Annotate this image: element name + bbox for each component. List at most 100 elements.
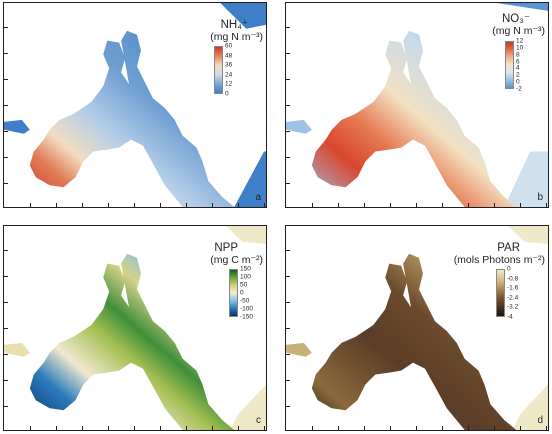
npp-map bbox=[4, 226, 266, 430]
colorbar-tick-label: 4 bbox=[516, 64, 520, 72]
frame-tick bbox=[286, 406, 290, 407]
npp-estuary-shape bbox=[29, 253, 235, 430]
frame-tick bbox=[4, 27, 8, 28]
frame-tick bbox=[4, 406, 8, 407]
frame-tick bbox=[56, 203, 57, 207]
frame-tick bbox=[520, 426, 521, 430]
frame-tick bbox=[82, 426, 83, 430]
panel-title: NH₄⁺ bbox=[220, 19, 248, 31]
panel-letter: b bbox=[537, 192, 543, 203]
frame-tick bbox=[4, 79, 8, 80]
frame-tick bbox=[186, 426, 187, 430]
frame-tick bbox=[4, 276, 8, 277]
frame-tick bbox=[160, 203, 161, 207]
map-panel-b: NO₃⁻ (mg N m⁻³) 12 10 8 6 4 2 0 -2 b bbox=[285, 2, 549, 208]
frame-tick bbox=[442, 203, 443, 207]
colorbar-tick-label: 0 bbox=[516, 78, 520, 86]
frame-tick bbox=[286, 183, 290, 184]
colorbar-ticks: 0 -0.8 -1.6 -2.4 -3.2 -4 bbox=[507, 266, 529, 321]
nh4-corner-water bbox=[220, 3, 266, 29]
colorbar-tick-label: 2 bbox=[516, 71, 520, 79]
frame-tick bbox=[286, 354, 290, 355]
frame-tick bbox=[286, 27, 290, 28]
frame-tick bbox=[4, 302, 8, 303]
no3-corner-water-2 bbox=[504, 151, 548, 207]
colorbar-tick-label: 48 bbox=[225, 52, 233, 60]
frame-tick bbox=[468, 203, 469, 207]
frame-tick bbox=[82, 203, 83, 207]
colorbar-tick-label: 100 bbox=[240, 273, 251, 281]
colorbar-tick-label: -0.8 bbox=[507, 275, 519, 283]
frame-tick bbox=[286, 380, 290, 381]
colorbar-tick-label: -150 bbox=[240, 313, 254, 321]
par-land bbox=[508, 226, 548, 244]
colorbar-tick-label: -1.6 bbox=[507, 284, 519, 292]
colorbar-tick-label: -50 bbox=[240, 297, 250, 305]
panel-letter: a bbox=[255, 192, 261, 203]
frame-tick bbox=[286, 302, 290, 303]
map-panel-a: NH₄⁺ (mg N m⁻³) 60 48 36 24 12 0 a bbox=[3, 2, 267, 208]
colorbar-tick-label: -100 bbox=[240, 305, 254, 313]
frame-tick bbox=[4, 354, 8, 355]
panel-title: PAR bbox=[497, 242, 520, 254]
panel-units: (mg N m⁻³) bbox=[210, 31, 263, 43]
panel-units: (mg C m⁻²) bbox=[210, 254, 263, 266]
colorbar-tick-label: 24 bbox=[225, 71, 233, 79]
frame-tick bbox=[312, 426, 313, 430]
frame-tick bbox=[264, 203, 265, 207]
panel-title: NO₃⁻ bbox=[501, 13, 530, 25]
frame-tick bbox=[286, 328, 290, 329]
colorbar-tick-label: 8 bbox=[516, 51, 520, 59]
par-tributary bbox=[286, 342, 312, 357]
frame-tick bbox=[494, 203, 495, 207]
npp-tributary bbox=[4, 342, 30, 357]
frame-tick bbox=[286, 157, 290, 158]
frame-tick bbox=[338, 203, 339, 207]
frame-tick bbox=[312, 203, 313, 207]
frame-tick bbox=[390, 426, 391, 430]
no3-tributary bbox=[286, 119, 312, 134]
no3-estuary-shape bbox=[311, 30, 517, 207]
frame-tick bbox=[134, 426, 135, 430]
nh4-map bbox=[4, 3, 266, 207]
frame-tick bbox=[160, 426, 161, 430]
frame-tick bbox=[286, 53, 290, 54]
colorbar-tick-label: 50 bbox=[240, 281, 248, 289]
panel-title: NPP bbox=[214, 242, 238, 254]
frame-tick bbox=[4, 105, 8, 106]
frame-tick bbox=[4, 131, 8, 132]
frame-tick bbox=[286, 276, 290, 277]
frame-tick bbox=[520, 203, 521, 207]
frame-tick bbox=[494, 426, 495, 430]
frame-tick bbox=[286, 131, 290, 132]
frame-tick bbox=[546, 426, 547, 430]
frame-tick bbox=[4, 53, 8, 54]
panel-letter: c bbox=[256, 415, 261, 426]
par-estuary-shape bbox=[311, 253, 517, 430]
panel-letter: d bbox=[537, 415, 543, 426]
colorbar-tick-label: -2 bbox=[516, 85, 522, 93]
frame-tick bbox=[212, 426, 213, 430]
panel-units: (mg N m⁻³) bbox=[492, 25, 545, 37]
no3-map bbox=[286, 3, 548, 207]
frame-tick bbox=[416, 426, 417, 430]
frame-tick bbox=[390, 203, 391, 207]
colorbar bbox=[496, 269, 505, 317]
colorbar-tick-label: 10 bbox=[516, 44, 524, 52]
frame-tick bbox=[108, 426, 109, 430]
frame-tick bbox=[286, 79, 290, 80]
frame-tick bbox=[186, 203, 187, 207]
colorbar-tick-label: 12 bbox=[225, 80, 233, 88]
colorbar-tick-label: -2.4 bbox=[507, 294, 519, 302]
colorbar-ticks: 150 100 50 0 -50 -100 -150 bbox=[240, 266, 262, 321]
nh4-tributary bbox=[4, 119, 30, 134]
nh4-corner-water-2 bbox=[234, 151, 266, 207]
colorbar-tick-label: 0 bbox=[240, 289, 244, 297]
npp-land-2 bbox=[230, 384, 266, 430]
colorbar-tick-label: 36 bbox=[225, 61, 233, 69]
frame-tick bbox=[364, 203, 365, 207]
colorbar-tick-label: 0 bbox=[225, 90, 229, 98]
colorbar-tick-label: 60 bbox=[225, 42, 233, 50]
npp-land bbox=[226, 226, 266, 244]
frame-tick bbox=[30, 426, 31, 430]
